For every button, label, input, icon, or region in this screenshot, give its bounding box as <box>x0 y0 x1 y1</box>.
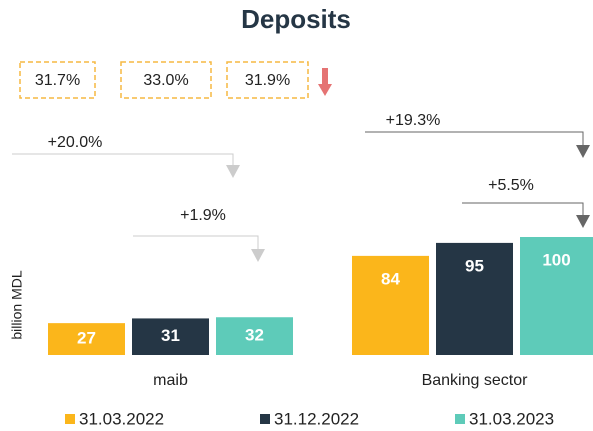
legend-label: 31.03.2022 <box>79 409 164 428</box>
annotation-label: +1.9% <box>180 207 226 224</box>
annotation-arrow <box>576 215 590 228</box>
annotation-line <box>133 235 259 250</box>
bar <box>48 323 125 355</box>
legend-swatch <box>455 414 465 424</box>
annotation-label: +19.3% <box>386 112 441 129</box>
legend-swatch <box>260 414 270 424</box>
share-box <box>226 61 309 99</box>
share-label: 31.7% <box>35 72 80 89</box>
bar <box>132 318 209 355</box>
chart-title: Deposits <box>241 4 351 34</box>
legend-swatch <box>65 414 75 424</box>
annotation-arrow <box>251 249 265 262</box>
share-label: 31.9% <box>245 72 290 89</box>
x-tick-label: Banking sector <box>422 372 529 389</box>
bar <box>352 255 429 355</box>
annotation-arrow <box>226 165 240 178</box>
annotation-line <box>365 131 584 146</box>
data-label: 32 <box>245 326 264 345</box>
annotation-label: +5.5% <box>488 177 534 194</box>
data-label: 27 <box>77 329 96 348</box>
x-tick-label: maib <box>153 372 188 389</box>
share-box <box>120 61 212 99</box>
legend-label: 31.12.2022 <box>274 409 359 428</box>
data-label: 31 <box>161 326 180 345</box>
bar <box>520 237 593 355</box>
y-axis-label: billion MDL <box>9 270 25 339</box>
bar <box>436 242 513 355</box>
share-box <box>19 61 96 99</box>
annotation-label: +20.0% <box>48 134 103 151</box>
share-label: 33.0% <box>143 72 188 89</box>
data-label: 95 <box>465 256 484 275</box>
data-label: 100 <box>542 250 570 269</box>
annotation-line <box>12 153 234 166</box>
annotation-line <box>462 202 584 216</box>
annotation-arrow <box>576 145 590 158</box>
legend-label: 31.03.2023 <box>469 409 554 428</box>
decrease-arrow <box>318 68 332 96</box>
bar <box>216 317 293 355</box>
data-label: 84 <box>381 269 400 288</box>
